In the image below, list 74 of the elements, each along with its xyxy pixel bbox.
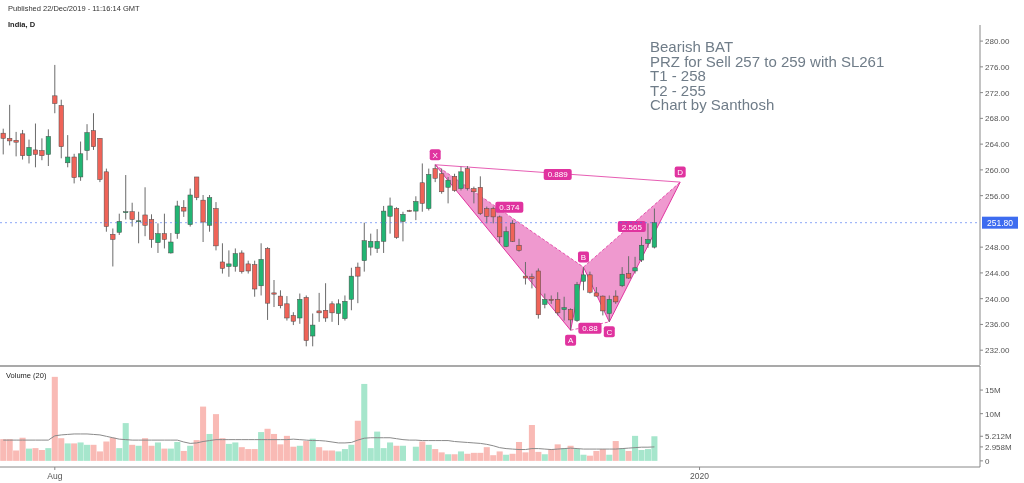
y-tick-label: 272.00 xyxy=(985,88,1011,98)
annotation: B xyxy=(580,253,587,263)
bar xyxy=(180,450,187,461)
bar xyxy=(561,448,568,461)
annotation: C xyxy=(606,327,613,337)
y-tick-label: 236.00 xyxy=(985,320,1011,330)
candlestick xyxy=(516,238,522,253)
bar xyxy=(71,443,78,461)
annotation: 2.565 xyxy=(621,222,643,232)
annotation: T2 - 255 xyxy=(650,81,706,99)
annotation: Bearish BAT xyxy=(650,38,734,55)
y-tick-label: 256.00 xyxy=(985,191,1011,201)
bar xyxy=(399,445,406,461)
bar xyxy=(419,441,426,461)
bar xyxy=(187,445,194,461)
y-tick-label: 280.00 xyxy=(985,37,1011,47)
y-tick-label: 260.00 xyxy=(985,165,1011,175)
y-tick-label: 15M xyxy=(985,386,1001,396)
bar xyxy=(129,444,136,461)
bar xyxy=(606,454,613,461)
y-tick-label: 248.00 xyxy=(985,243,1011,253)
y-tick-label: 0 xyxy=(985,456,990,466)
bar xyxy=(258,432,265,461)
bar xyxy=(206,433,213,461)
y-tick-label: 5.212M xyxy=(985,432,1013,442)
bar xyxy=(625,450,632,461)
candlestick xyxy=(632,256,638,275)
annotation: A xyxy=(567,336,574,346)
annotation: PRZ for Sell 257 to 259 with SL261 xyxy=(650,52,885,70)
bar xyxy=(612,441,619,461)
bar xyxy=(45,448,52,461)
annotation: 0.374 xyxy=(499,203,520,213)
bar xyxy=(354,420,361,461)
bar xyxy=(296,445,303,461)
bar xyxy=(425,444,432,461)
annotation: Chart by Santhosh xyxy=(650,96,775,113)
y-tick-label: 232.00 xyxy=(985,346,1011,356)
y-tick-label: 264.00 xyxy=(985,140,1011,150)
bar xyxy=(503,454,510,461)
candlestick xyxy=(110,227,116,267)
y-tick-label: 240.00 xyxy=(985,294,1011,304)
y-tick-label: 276.00 xyxy=(985,62,1011,72)
annotation: 0.88 xyxy=(582,324,599,334)
annotation: T1 - 258 xyxy=(650,67,706,84)
bar xyxy=(161,448,168,461)
bar xyxy=(135,445,142,461)
annotation: X xyxy=(432,150,439,160)
bar xyxy=(457,451,465,461)
bar xyxy=(451,454,458,461)
bar xyxy=(25,448,33,461)
y-tick-label: 10M xyxy=(985,409,1001,419)
bar xyxy=(445,454,452,461)
y-tick-label: 268.00 xyxy=(985,114,1011,124)
candlestick xyxy=(639,236,645,263)
y-tick-label: 244.00 xyxy=(985,268,1011,278)
candlestick xyxy=(116,213,122,236)
bar xyxy=(303,441,310,461)
bar xyxy=(619,448,626,461)
line-series xyxy=(2,433,655,451)
ref-line-label: 251.80 xyxy=(987,218,1014,229)
candlestick xyxy=(52,64,58,114)
x-tick-label: 2020 xyxy=(690,471,710,481)
bar xyxy=(64,443,71,461)
bar xyxy=(393,445,400,461)
annotation: D xyxy=(677,168,684,178)
bar xyxy=(412,446,419,461)
bar xyxy=(567,445,574,461)
annotation: 0.889 xyxy=(547,170,569,180)
bar xyxy=(154,442,161,461)
x-tick-label: Aug xyxy=(47,471,63,481)
y-tick-label: 2.958M xyxy=(985,442,1013,452)
candlestick xyxy=(168,232,174,255)
bar xyxy=(541,454,548,461)
bar xyxy=(309,438,316,461)
